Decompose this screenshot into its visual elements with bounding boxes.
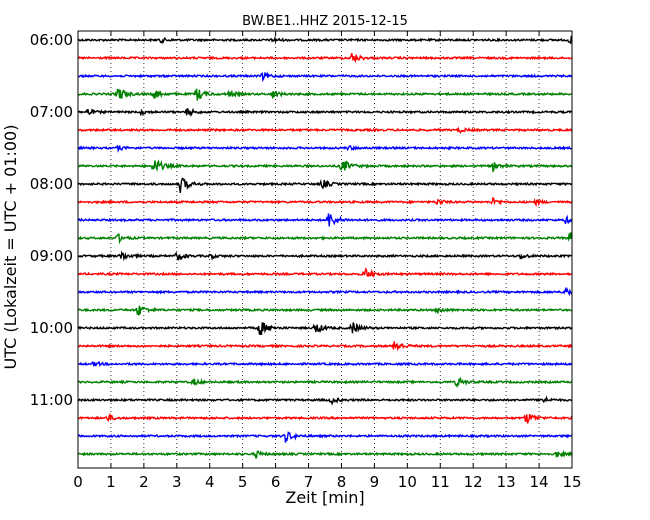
x-tick-label-13: 13 bbox=[497, 473, 516, 491]
x-tick-label-4: 4 bbox=[205, 473, 215, 491]
trace-0800 bbox=[77, 177, 573, 193]
trace-0615 bbox=[78, 53, 573, 64]
trace-0930 bbox=[77, 286, 573, 297]
x-tick-label-12: 12 bbox=[464, 473, 483, 491]
y-tick-label-0900: 09:00 bbox=[30, 247, 73, 265]
x-tick-label-14: 14 bbox=[530, 473, 549, 491]
y-tick-label-0700: 07:00 bbox=[30, 103, 73, 121]
y-tick-label-1000: 10:00 bbox=[30, 319, 73, 337]
trace-1015 bbox=[77, 341, 573, 352]
x-tick-label-0: 0 bbox=[73, 473, 83, 491]
y-tick-label-0600: 06:00 bbox=[30, 31, 73, 49]
x-tick-label-7: 7 bbox=[304, 473, 314, 491]
x-tick-label-8: 8 bbox=[337, 473, 347, 491]
x-axis: 0 1 2 3 4 5 6 7 8 9 10 11 12 13 14 15 bbox=[73, 31, 582, 491]
x-tick-label-5: 5 bbox=[238, 473, 248, 491]
trace-0900 bbox=[77, 250, 573, 262]
x-tick-label-9: 9 bbox=[370, 473, 380, 491]
trace-0845 bbox=[77, 232, 573, 245]
plot-frame bbox=[77, 30, 573, 469]
trace-0745 bbox=[77, 159, 572, 173]
x-tick-label-3: 3 bbox=[172, 473, 182, 491]
y-tick-label-1100: 11:00 bbox=[30, 391, 73, 409]
x-tick-label-2: 2 bbox=[139, 473, 149, 491]
x-tick-label-10: 10 bbox=[398, 473, 417, 491]
chart-title: BW.BE1..HHZ 2015-12-15 bbox=[242, 14, 408, 29]
trace-0815 bbox=[77, 196, 573, 208]
trace-1000 bbox=[77, 322, 573, 335]
x-tick-label-1: 1 bbox=[106, 473, 116, 491]
trace-0915 bbox=[77, 266, 573, 279]
trace-1145 bbox=[77, 449, 573, 459]
y-axis: 06:00 07:00 08:00 09:00 10:00 11:00 bbox=[30, 31, 83, 409]
trace-1130 bbox=[77, 431, 573, 443]
trace-0730 bbox=[77, 144, 573, 153]
trace-1045 bbox=[77, 376, 573, 389]
x-tick-label-11: 11 bbox=[431, 473, 450, 491]
x-tick-label-15: 15 bbox=[562, 473, 581, 491]
trace-1100 bbox=[77, 395, 573, 406]
trace-1115 bbox=[77, 412, 573, 424]
y-axis-label: UTC (Lokalzeit = UTC + 01:00) bbox=[1, 125, 20, 370]
trace-0600 bbox=[77, 35, 573, 45]
x-axis-label: Zeit [min] bbox=[285, 488, 364, 507]
y-tick-label-0800: 08:00 bbox=[30, 175, 73, 193]
trace-0700 bbox=[77, 107, 573, 117]
trace-0945 bbox=[78, 305, 573, 316]
trace-0715 bbox=[77, 126, 573, 135]
x-tick-label-6: 6 bbox=[271, 473, 281, 491]
trace-1030 bbox=[77, 360, 573, 368]
trace-0830 bbox=[77, 213, 573, 227]
grid-lines bbox=[110, 31, 540, 468]
trace-0630 bbox=[77, 71, 573, 83]
trace-group bbox=[77, 35, 573, 459]
trace-0645 bbox=[77, 88, 573, 101]
